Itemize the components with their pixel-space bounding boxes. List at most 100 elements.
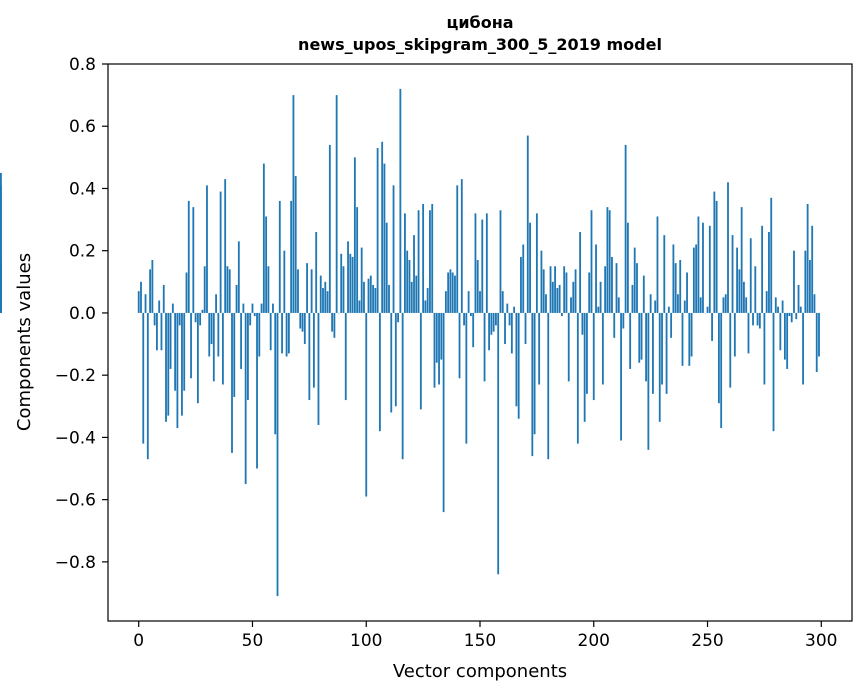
- bar: [174, 312, 177, 391]
- bar: [190, 312, 192, 379]
- bar: [806, 204, 809, 313]
- bar: [802, 312, 804, 385]
- bar: [171, 303, 174, 313]
- bar: [765, 291, 768, 313]
- bar: [360, 247, 363, 313]
- bar: [495, 312, 497, 326]
- bar: [328, 144, 331, 313]
- bar: [560, 312, 563, 317]
- bar: [237, 241, 240, 313]
- bar: [144, 294, 147, 313]
- bar: [394, 312, 397, 407]
- bar: [720, 312, 723, 429]
- bar: [695, 244, 698, 313]
- bar: [367, 278, 370, 313]
- bar: [156, 312, 158, 351]
- bar: [808, 260, 811, 313]
- bar: [276, 312, 279, 597]
- bar: [642, 275, 645, 313]
- y-tick-label: 0.6: [69, 117, 96, 137]
- bar: [262, 163, 265, 313]
- bar: [454, 275, 456, 313]
- bar: [690, 312, 693, 357]
- bar: [192, 207, 195, 313]
- bar: [217, 312, 220, 357]
- plot-frame: [107, 63, 853, 622]
- bar: [0, 185, 2, 313]
- bar: [818, 312, 820, 357]
- bar: [752, 312, 754, 326]
- y-tick-label: −0.8: [55, 553, 96, 573]
- bar: [567, 312, 570, 382]
- bar: [419, 312, 422, 410]
- bar: [281, 312, 283, 354]
- bar: [431, 204, 434, 313]
- bar: [160, 312, 163, 351]
- x-tick-label: 150: [464, 631, 496, 651]
- bar: [595, 244, 597, 313]
- bar: [233, 312, 236, 397]
- y-tick-label: 0.2: [69, 242, 96, 262]
- y-tick-label: 0.8: [69, 55, 96, 75]
- bar: [392, 185, 395, 313]
- bar: [729, 312, 732, 388]
- bar: [624, 144, 627, 313]
- y-axis-label: Components values: [14, 253, 35, 431]
- bar: [422, 204, 425, 313]
- bar: [315, 232, 318, 313]
- bar: [692, 247, 695, 313]
- bar: [199, 312, 202, 326]
- bar: [269, 312, 272, 351]
- bar: [781, 300, 784, 313]
- bar: [463, 312, 465, 326]
- bar: [681, 312, 684, 366]
- bar: [474, 213, 477, 313]
- bar: [586, 312, 588, 394]
- bar: [499, 210, 502, 313]
- bar: [196, 312, 199, 404]
- bar: [515, 312, 518, 407]
- bar: [424, 300, 427, 313]
- bar: [699, 297, 702, 313]
- bar: [579, 232, 582, 313]
- bar: [768, 232, 770, 313]
- bar: [626, 222, 629, 313]
- bar: [363, 281, 365, 313]
- bar: [413, 235, 415, 313]
- bar: [208, 312, 211, 357]
- bar: [581, 312, 584, 335]
- bar: [290, 200, 293, 313]
- bar: [731, 235, 734, 313]
- bar: [358, 300, 361, 313]
- bar: [142, 312, 145, 444]
- x-axis-label: Vector components: [393, 661, 567, 682]
- bar: [640, 312, 643, 360]
- bar: [331, 312, 334, 332]
- bar: [588, 272, 591, 313]
- bar: [697, 216, 700, 313]
- bar: [351, 256, 354, 313]
- bar: [287, 312, 290, 354]
- y-axis-ticks: −0.8 −0.6 −0.4 −0.2 0.0 0.2 0.4 0.6 0.8: [55, 55, 108, 573]
- bar: [265, 216, 268, 313]
- bar: [349, 253, 352, 313]
- bar: [221, 312, 224, 385]
- bar: [615, 263, 618, 313]
- x-tick-label: 50: [242, 631, 264, 651]
- bar: [745, 297, 748, 313]
- x-tick-label: 200: [578, 631, 610, 651]
- bar: [378, 312, 381, 432]
- bar: [672, 244, 675, 313]
- bar: [388, 284, 390, 313]
- bar: [228, 269, 231, 313]
- bar: [599, 281, 602, 313]
- bar: [504, 312, 506, 345]
- bar: [654, 300, 657, 313]
- bar: [374, 288, 377, 313]
- bar: [683, 300, 686, 313]
- bar: [779, 312, 782, 351]
- bar: [529, 222, 531, 313]
- bar: [604, 266, 607, 313]
- bar: [342, 266, 345, 313]
- bar: [565, 272, 568, 313]
